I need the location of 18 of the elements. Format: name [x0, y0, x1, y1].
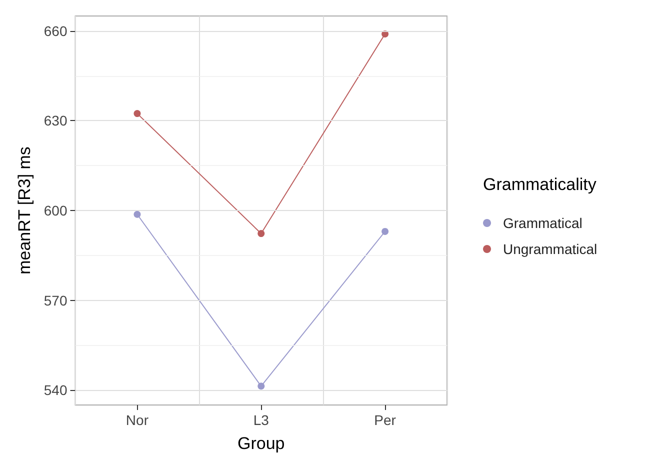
x-tick-label: Nor — [126, 412, 149, 428]
point — [134, 210, 141, 218]
y-tick-label: 540 — [44, 382, 68, 398]
x-axis-title: Group — [238, 434, 285, 453]
y-tick-label: 660 — [44, 22, 68, 39]
legend-label: Grammatical — [503, 215, 582, 231]
point — [258, 230, 265, 238]
y-axis-title: meanRT [R3] ms — [15, 146, 34, 274]
legend-title: Grammaticality — [483, 175, 597, 194]
y-tick-label: 630 — [44, 112, 68, 129]
point — [134, 110, 141, 118]
legend-label: Ungrammatical — [503, 241, 598, 257]
point — [382, 228, 389, 235]
y-tick-label: 600 — [44, 202, 68, 218]
y-tick-label: 570 — [44, 292, 68, 308]
x-tick-label: Per — [374, 412, 396, 428]
x-tick-label: L3 — [253, 412, 270, 428]
point — [258, 382, 265, 390]
